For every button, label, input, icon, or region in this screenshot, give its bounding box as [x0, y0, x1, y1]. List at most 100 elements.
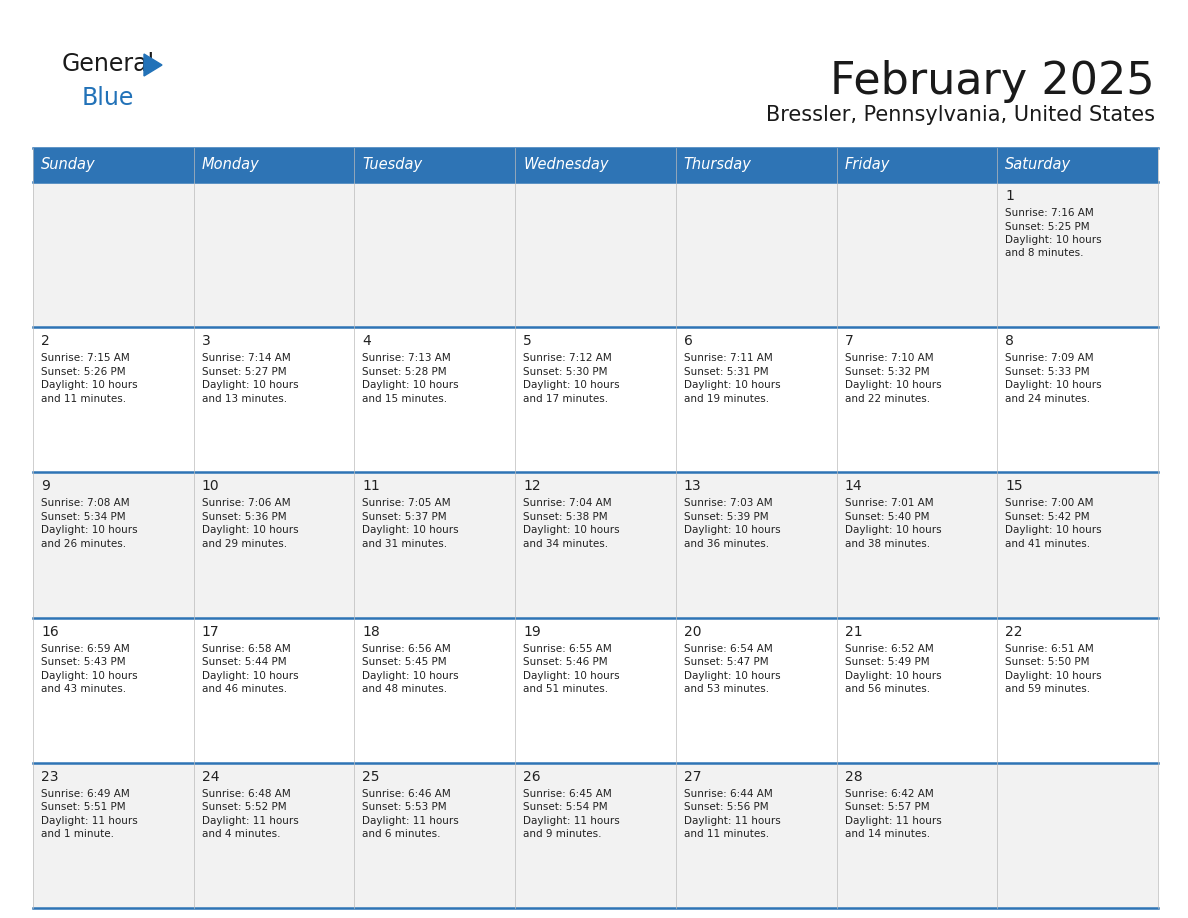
Text: and 22 minutes.: and 22 minutes.: [845, 394, 930, 404]
Text: Sunrise: 7:09 AM: Sunrise: 7:09 AM: [1005, 353, 1094, 364]
Bar: [516, 148, 676, 182]
Text: and 43 minutes.: and 43 minutes.: [42, 684, 126, 694]
Text: and 38 minutes.: and 38 minutes.: [845, 539, 930, 549]
Bar: [194, 618, 354, 763]
Text: Sunset: 5:32 PM: Sunset: 5:32 PM: [845, 366, 929, 376]
Text: Daylight: 10 hours: Daylight: 10 hours: [684, 380, 781, 390]
Bar: [354, 763, 516, 908]
Text: Daylight: 10 hours: Daylight: 10 hours: [362, 525, 459, 535]
Text: 25: 25: [362, 770, 380, 784]
Text: and 41 minutes.: and 41 minutes.: [1005, 539, 1091, 549]
Text: and 56 minutes.: and 56 minutes.: [845, 684, 930, 694]
Text: Blue: Blue: [82, 86, 134, 110]
Text: Saturday: Saturday: [1005, 158, 1072, 173]
Text: Sunset: 5:33 PM: Sunset: 5:33 PM: [1005, 366, 1089, 376]
Bar: [836, 618, 997, 763]
Text: 28: 28: [845, 770, 862, 784]
Text: Daylight: 10 hours: Daylight: 10 hours: [1005, 235, 1102, 245]
Polygon shape: [144, 54, 162, 76]
Text: and 48 minutes.: and 48 minutes.: [362, 684, 448, 694]
Text: Daylight: 10 hours: Daylight: 10 hours: [1005, 525, 1102, 535]
Text: Sunrise: 6:54 AM: Sunrise: 6:54 AM: [684, 644, 772, 654]
Text: Daylight: 11 hours: Daylight: 11 hours: [362, 816, 460, 826]
Text: Sunrise: 6:48 AM: Sunrise: 6:48 AM: [202, 789, 290, 799]
Bar: [354, 618, 516, 763]
Text: Sunrise: 7:06 AM: Sunrise: 7:06 AM: [202, 498, 290, 509]
Text: Sunrise: 7:08 AM: Sunrise: 7:08 AM: [42, 498, 129, 509]
Text: Tuesday: Tuesday: [362, 158, 423, 173]
Text: Sunset: 5:38 PM: Sunset: 5:38 PM: [523, 512, 608, 522]
Text: Sunset: 5:26 PM: Sunset: 5:26 PM: [42, 366, 126, 376]
Text: Daylight: 11 hours: Daylight: 11 hours: [523, 816, 620, 826]
Bar: [33, 148, 194, 182]
Text: and 6 minutes.: and 6 minutes.: [362, 829, 441, 839]
Text: Sunrise: 6:56 AM: Sunrise: 6:56 AM: [362, 644, 451, 654]
Text: Sunset: 5:39 PM: Sunset: 5:39 PM: [684, 512, 769, 522]
Text: Sunset: 5:49 PM: Sunset: 5:49 PM: [845, 657, 929, 667]
Text: Wednesday: Wednesday: [523, 158, 608, 173]
Text: Sunset: 5:34 PM: Sunset: 5:34 PM: [42, 512, 126, 522]
Bar: [836, 473, 997, 618]
Bar: [836, 327, 997, 473]
Text: 10: 10: [202, 479, 220, 493]
Text: and 11 minutes.: and 11 minutes.: [42, 394, 126, 404]
Text: and 4 minutes.: and 4 minutes.: [202, 829, 280, 839]
Text: Daylight: 10 hours: Daylight: 10 hours: [42, 525, 138, 535]
Text: Sunset: 5:57 PM: Sunset: 5:57 PM: [845, 802, 929, 812]
Text: Sunset: 5:37 PM: Sunset: 5:37 PM: [362, 512, 447, 522]
Text: and 29 minutes.: and 29 minutes.: [202, 539, 286, 549]
Text: Daylight: 11 hours: Daylight: 11 hours: [845, 816, 941, 826]
Text: Daylight: 10 hours: Daylight: 10 hours: [845, 525, 941, 535]
Text: Sunrise: 6:58 AM: Sunrise: 6:58 AM: [202, 644, 290, 654]
Text: 2: 2: [42, 334, 50, 348]
Text: and 26 minutes.: and 26 minutes.: [42, 539, 126, 549]
Bar: [836, 148, 997, 182]
Text: 5: 5: [523, 334, 532, 348]
Text: Sunset: 5:51 PM: Sunset: 5:51 PM: [42, 802, 126, 812]
Bar: [33, 763, 194, 908]
Text: Daylight: 10 hours: Daylight: 10 hours: [1005, 380, 1102, 390]
Text: Friday: Friday: [845, 158, 890, 173]
Bar: [194, 473, 354, 618]
Text: Sunset: 5:46 PM: Sunset: 5:46 PM: [523, 657, 608, 667]
Bar: [194, 148, 354, 182]
Text: Sunset: 5:56 PM: Sunset: 5:56 PM: [684, 802, 769, 812]
Bar: [516, 473, 676, 618]
Text: and 17 minutes.: and 17 minutes.: [523, 394, 608, 404]
Bar: [836, 182, 997, 327]
Text: and 53 minutes.: and 53 minutes.: [684, 684, 769, 694]
Text: 21: 21: [845, 624, 862, 639]
Bar: [516, 327, 676, 473]
Text: and 9 minutes.: and 9 minutes.: [523, 829, 601, 839]
Text: Sunset: 5:54 PM: Sunset: 5:54 PM: [523, 802, 608, 812]
Text: 12: 12: [523, 479, 541, 493]
Text: 9: 9: [42, 479, 50, 493]
Text: and 1 minute.: and 1 minute.: [42, 829, 114, 839]
Bar: [997, 182, 1158, 327]
Text: Sunrise: 6:55 AM: Sunrise: 6:55 AM: [523, 644, 612, 654]
Text: 6: 6: [684, 334, 693, 348]
Text: 24: 24: [202, 770, 220, 784]
Text: Sunrise: 7:13 AM: Sunrise: 7:13 AM: [362, 353, 451, 364]
Text: Sunset: 5:45 PM: Sunset: 5:45 PM: [362, 657, 447, 667]
Text: Monday: Monday: [202, 158, 259, 173]
Text: and 59 minutes.: and 59 minutes.: [1005, 684, 1091, 694]
Text: 18: 18: [362, 624, 380, 639]
Bar: [194, 182, 354, 327]
Text: Sunrise: 7:10 AM: Sunrise: 7:10 AM: [845, 353, 934, 364]
Bar: [676, 473, 836, 618]
Text: Daylight: 10 hours: Daylight: 10 hours: [845, 671, 941, 680]
Text: General: General: [62, 52, 156, 76]
Text: Daylight: 10 hours: Daylight: 10 hours: [523, 380, 620, 390]
Bar: [516, 763, 676, 908]
Text: and 13 minutes.: and 13 minutes.: [202, 394, 286, 404]
Bar: [997, 618, 1158, 763]
Text: Sunset: 5:50 PM: Sunset: 5:50 PM: [1005, 657, 1089, 667]
Bar: [997, 327, 1158, 473]
Text: 20: 20: [684, 624, 701, 639]
Text: and 31 minutes.: and 31 minutes.: [362, 539, 448, 549]
Bar: [836, 763, 997, 908]
Text: 4: 4: [362, 334, 371, 348]
Bar: [997, 148, 1158, 182]
Text: 17: 17: [202, 624, 220, 639]
